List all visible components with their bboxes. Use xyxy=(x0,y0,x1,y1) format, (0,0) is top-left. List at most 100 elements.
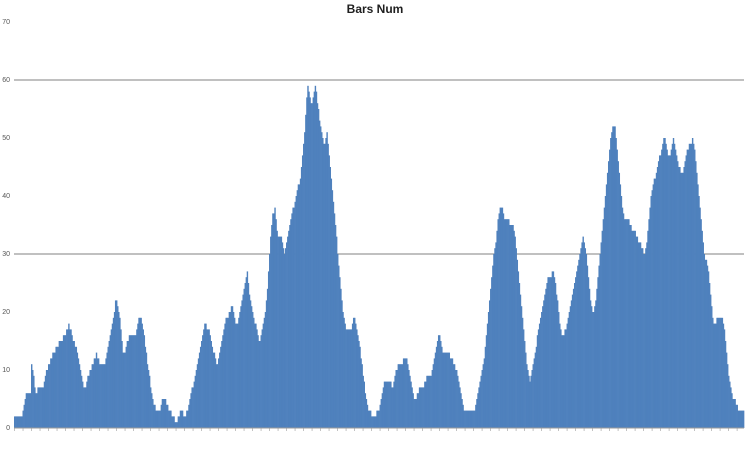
bar xyxy=(409,375,411,428)
bar xyxy=(488,300,491,428)
bar xyxy=(367,410,370,428)
bar xyxy=(670,149,673,428)
bar xyxy=(249,300,252,428)
bar xyxy=(207,329,209,428)
bar xyxy=(186,410,188,428)
bar xyxy=(26,393,29,428)
bar xyxy=(257,335,259,428)
bar xyxy=(311,103,313,428)
bar xyxy=(514,236,516,428)
bar xyxy=(736,404,738,428)
bar xyxy=(598,265,600,428)
bar xyxy=(227,317,229,428)
bar xyxy=(299,178,302,428)
bar xyxy=(490,288,492,428)
bar xyxy=(62,335,65,428)
bar xyxy=(627,219,629,428)
bar xyxy=(284,248,287,428)
bar xyxy=(146,364,149,428)
bar xyxy=(691,138,694,428)
bar xyxy=(225,317,227,428)
bar xyxy=(682,172,684,428)
bar xyxy=(79,370,82,428)
bar xyxy=(270,236,272,428)
bar xyxy=(463,410,465,428)
bar xyxy=(614,126,616,429)
bar xyxy=(107,346,109,428)
bar xyxy=(218,358,220,428)
bar xyxy=(168,410,170,428)
bar xyxy=(165,404,168,428)
bar xyxy=(167,404,169,428)
bar xyxy=(641,248,644,428)
bar xyxy=(721,317,724,428)
bar xyxy=(701,230,703,428)
bar xyxy=(65,335,67,428)
bar xyxy=(328,155,330,428)
bar xyxy=(570,300,573,428)
bar xyxy=(638,242,641,428)
bar xyxy=(411,387,413,428)
bar xyxy=(221,341,223,428)
bar xyxy=(171,416,173,428)
bar xyxy=(604,196,607,428)
chart-title: Bars Num xyxy=(346,2,404,16)
bar xyxy=(379,404,381,428)
bar xyxy=(420,387,423,428)
bar xyxy=(722,323,725,428)
bar xyxy=(292,207,294,428)
bar xyxy=(478,387,480,428)
bar xyxy=(690,143,693,429)
bar xyxy=(683,167,685,428)
bar xyxy=(129,335,132,428)
bar xyxy=(37,387,39,428)
bar xyxy=(559,323,561,428)
bar xyxy=(535,346,538,428)
bar xyxy=(448,352,451,428)
bar xyxy=(320,126,322,429)
bar xyxy=(550,277,553,428)
bar xyxy=(467,410,470,428)
bar xyxy=(643,254,645,428)
bar xyxy=(685,155,687,428)
bar xyxy=(582,236,584,428)
bar xyxy=(417,393,420,428)
bar xyxy=(412,393,414,428)
bar xyxy=(530,375,532,428)
bar xyxy=(677,161,679,428)
bar xyxy=(459,387,461,428)
bar xyxy=(205,323,207,428)
bar xyxy=(231,306,234,428)
bar xyxy=(188,404,190,428)
bar xyxy=(575,277,577,428)
bar xyxy=(114,300,117,428)
bar xyxy=(113,312,116,428)
bar xyxy=(272,213,274,428)
bar xyxy=(31,364,33,428)
bar xyxy=(566,323,568,428)
bar xyxy=(518,283,521,428)
bar xyxy=(359,346,361,428)
bar xyxy=(630,225,632,428)
bar xyxy=(561,335,563,428)
bar xyxy=(185,416,187,428)
bar xyxy=(307,85,309,429)
bar xyxy=(321,132,323,428)
bar xyxy=(55,346,57,428)
bar xyxy=(20,416,22,428)
bar xyxy=(612,126,614,429)
bar xyxy=(240,306,242,428)
bar xyxy=(324,143,326,429)
bar xyxy=(106,352,108,428)
bar xyxy=(105,358,107,428)
bar xyxy=(649,207,651,428)
bar xyxy=(474,410,476,428)
bar xyxy=(277,236,279,428)
bar xyxy=(229,312,232,428)
bar xyxy=(418,387,421,428)
bar xyxy=(741,410,744,428)
bar xyxy=(48,364,50,428)
bar xyxy=(223,329,225,428)
bar xyxy=(368,410,371,428)
bar xyxy=(646,242,648,428)
